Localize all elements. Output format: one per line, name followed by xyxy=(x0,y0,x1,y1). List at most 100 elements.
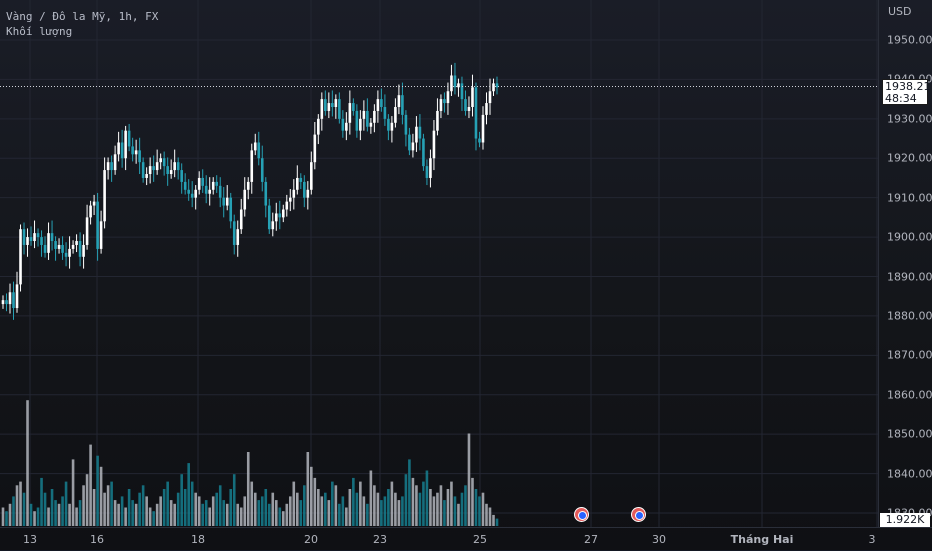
candle-body xyxy=(19,229,22,285)
volume-bar xyxy=(338,503,341,526)
volume-bar xyxy=(40,477,43,526)
volume-bar xyxy=(50,489,54,526)
volume-bar xyxy=(110,481,113,526)
us-flag-icon[interactable] xyxy=(631,507,646,522)
candle-body xyxy=(457,83,460,88)
volume-bar xyxy=(288,496,292,526)
volume-bar xyxy=(8,503,12,526)
volume-bar xyxy=(464,485,467,526)
current-price-value: 1938.21 xyxy=(885,80,931,93)
volume-bar xyxy=(481,492,485,526)
current-price-tag: 1938.21 48:34 xyxy=(882,79,931,105)
us-flag-icon[interactable] xyxy=(574,507,589,522)
volume-bar xyxy=(183,489,187,526)
candle-body xyxy=(141,162,145,178)
volume-bar xyxy=(380,500,383,526)
candle-body xyxy=(243,189,247,210)
volume-bar xyxy=(5,511,8,526)
candle-body xyxy=(57,244,61,249)
volume-bar xyxy=(12,496,15,526)
candle-body xyxy=(218,185,222,198)
volume-bar xyxy=(176,492,180,526)
volume-bar xyxy=(345,507,348,526)
price-chart[interactable] xyxy=(0,0,878,527)
candle-body xyxy=(47,233,50,253)
candle-body xyxy=(432,130,436,159)
volume-bar xyxy=(26,400,29,526)
candle-body xyxy=(232,221,236,245)
currency-unit[interactable]: USD xyxy=(888,5,912,18)
time-label: 3 xyxy=(868,533,876,546)
candle-body xyxy=(299,177,303,182)
price-label: 1850.00 xyxy=(887,427,932,441)
candle-body xyxy=(310,162,313,190)
volume-bar xyxy=(369,470,373,526)
candle-body xyxy=(295,177,299,190)
volume-bar xyxy=(401,496,404,526)
candle-body xyxy=(208,189,212,194)
symbol-title[interactable]: Vàng / Đô la Mỹ, 1h, FX xyxy=(6,10,159,23)
plot-area[interactable]: Vàng / Đô la Mỹ, 1h, FX Khối lượng xyxy=(0,0,878,527)
candle-body xyxy=(404,114,408,135)
candle-body xyxy=(345,122,348,131)
candle-body xyxy=(246,181,250,190)
price-label: 1870.00 xyxy=(887,348,932,362)
volume-bar xyxy=(225,503,229,526)
candle-body xyxy=(348,103,352,123)
volume-bar xyxy=(134,503,138,526)
candle-body xyxy=(450,75,453,92)
candle-body xyxy=(99,221,103,249)
candle-body xyxy=(267,205,271,230)
candle-body xyxy=(397,95,401,108)
volume-bar xyxy=(78,500,82,526)
price-label: 1930.00 xyxy=(887,112,932,126)
candle-body xyxy=(390,122,394,131)
volume-bar xyxy=(331,481,334,526)
price-label: 1880.00 xyxy=(887,309,932,323)
volume-bar xyxy=(159,496,162,526)
volume-bar xyxy=(352,477,355,526)
volume-bar xyxy=(57,503,61,526)
volume-indicator-label[interactable]: Khối lượng xyxy=(6,25,73,38)
candle-body xyxy=(366,110,369,127)
volume-bar xyxy=(264,489,268,526)
candle-body xyxy=(29,237,33,242)
time-scale[interactable]: 13 16 18 20 23 25 27 30 Tháng Hai 3 xyxy=(0,527,932,551)
candle-body xyxy=(152,166,155,171)
volume-bar xyxy=(320,496,324,526)
candle-body xyxy=(26,237,29,245)
candle-body xyxy=(394,107,397,123)
volume-bar xyxy=(187,463,190,526)
volume-bar xyxy=(478,496,481,526)
price-label: 1920.00 xyxy=(887,151,932,165)
volume-bars xyxy=(1,400,499,526)
volume-bar xyxy=(467,433,471,526)
candle-body xyxy=(369,122,373,127)
candle-body xyxy=(352,103,355,111)
candle-body xyxy=(64,252,68,257)
candle-body xyxy=(204,185,208,194)
candle-body xyxy=(92,201,96,206)
candle-body xyxy=(376,99,380,111)
volume-bar xyxy=(260,496,264,526)
volume-bar xyxy=(397,500,401,526)
volume-bar xyxy=(341,496,345,526)
candle-body xyxy=(194,189,197,198)
candle-body xyxy=(250,150,254,182)
candle-body xyxy=(478,138,481,143)
candle-body xyxy=(488,91,492,104)
volume-bar xyxy=(141,485,145,526)
candle-body xyxy=(464,99,467,111)
candle-body xyxy=(5,300,8,305)
volume-bar xyxy=(218,485,222,526)
candle-body xyxy=(180,170,183,182)
candle-body xyxy=(36,233,40,238)
bar-countdown: 48:34 xyxy=(885,92,917,105)
time-label: 25 xyxy=(473,533,487,546)
volume-bar xyxy=(443,500,446,526)
candle-body xyxy=(117,142,120,155)
volume-bar xyxy=(253,492,257,526)
candle-body xyxy=(380,99,383,108)
volume-bar xyxy=(82,485,85,526)
candle-body xyxy=(422,138,425,167)
